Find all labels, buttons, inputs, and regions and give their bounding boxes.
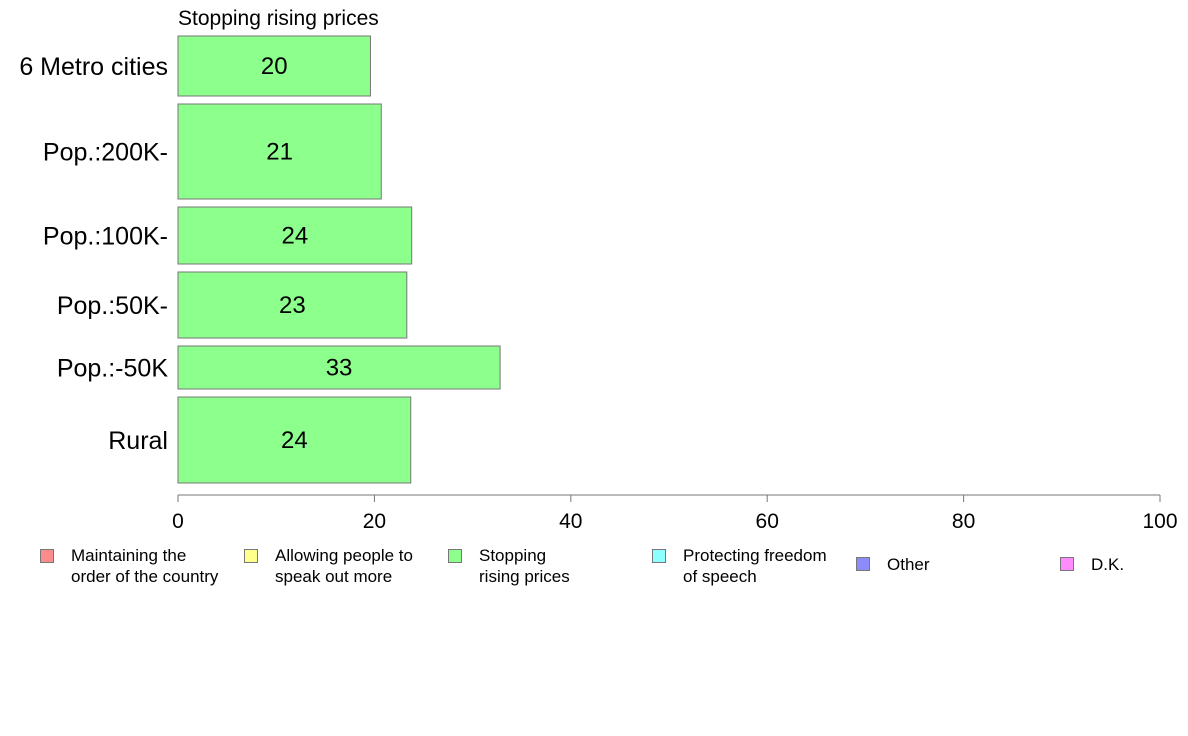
bar: [177, 271, 408, 339]
x-tick-label: 20: [363, 510, 386, 533]
legend-swatch: [856, 557, 870, 571]
legend-label: Maintaining the order of the country: [71, 546, 219, 586]
legend: Maintaining the order of the country Allo…: [0, 545, 1188, 595]
bar-value-label: 21: [266, 139, 293, 166]
bar-value-label: 24: [282, 223, 309, 250]
legend-label: Stopping rising prices: [479, 546, 570, 586]
category-label: Pop.:200K-: [43, 139, 168, 167]
bar-value-label: 33: [326, 355, 353, 382]
x-tick-label: 0: [172, 510, 184, 533]
bar: [177, 103, 382, 200]
legend-label: Allowing people to speak out more: [275, 546, 413, 586]
chart-title: Stopping rising prices: [178, 7, 379, 30]
bar-value-label: 23: [279, 292, 306, 319]
x-axis: 0 20 40 60 80 100: [172, 494, 1178, 533]
legend-label: Protecting freedom of speech: [683, 546, 827, 586]
legend-item: Stopping rising prices: [448, 545, 570, 587]
bar: [177, 396, 412, 484]
category-label: Pop.:50K-: [57, 292, 168, 320]
legend-item: Allowing people to speak out more: [244, 545, 413, 587]
category-label: Pop.:-50K: [57, 355, 169, 383]
bar: [177, 35, 371, 97]
bar: [177, 345, 501, 390]
x-tick-label: 40: [559, 510, 582, 533]
legend-swatch: [1060, 557, 1074, 571]
legend-swatch: [40, 549, 54, 563]
category-labels: 6 Metro cities Pop.:200K- Pop.:100K- Pop.:5…: [19, 53, 168, 455]
legend-swatch: [448, 549, 462, 563]
x-tick-label: 100: [1142, 510, 1177, 533]
bar-value-label: 24: [281, 427, 308, 454]
legend-item: Other: [856, 554, 930, 575]
category-label: 6 Metro cities: [19, 53, 168, 81]
category-label: Pop.:100K-: [43, 223, 168, 251]
legend-item: Protecting freedom of speech: [652, 545, 827, 587]
legend-item: D.K.: [1060, 554, 1124, 575]
chart: Stopping rising prices 20 21 24 23 33 24 6 Me…: [19, 7, 1178, 533]
bar-value-label: 20: [261, 53, 288, 80]
legend-swatch: [652, 549, 666, 563]
legend-swatch: [244, 549, 258, 563]
category-label: Rural: [108, 427, 168, 455]
legend-label: Other: [887, 555, 930, 574]
bar-group: 20 21 24 23 33 24: [177, 35, 501, 484]
x-tick-label: 80: [952, 510, 975, 533]
bar: [177, 206, 413, 265]
x-tick-label: 60: [756, 510, 779, 533]
legend-item: Maintaining the order of the country: [40, 545, 218, 587]
legend-label: D.K.: [1091, 555, 1125, 574]
